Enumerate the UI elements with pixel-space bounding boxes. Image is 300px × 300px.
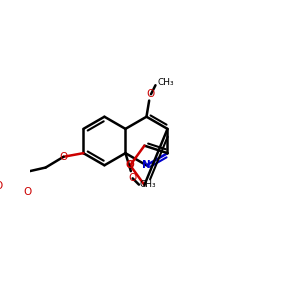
Text: O: O: [128, 173, 137, 183]
Text: CH₃: CH₃: [140, 180, 157, 189]
Text: O: O: [59, 152, 68, 162]
Text: O: O: [0, 181, 3, 190]
Text: O: O: [23, 187, 32, 197]
Text: CH₃: CH₃: [157, 78, 174, 87]
Text: N: N: [142, 160, 151, 170]
Text: O: O: [126, 160, 134, 170]
Text: O: O: [147, 89, 155, 99]
